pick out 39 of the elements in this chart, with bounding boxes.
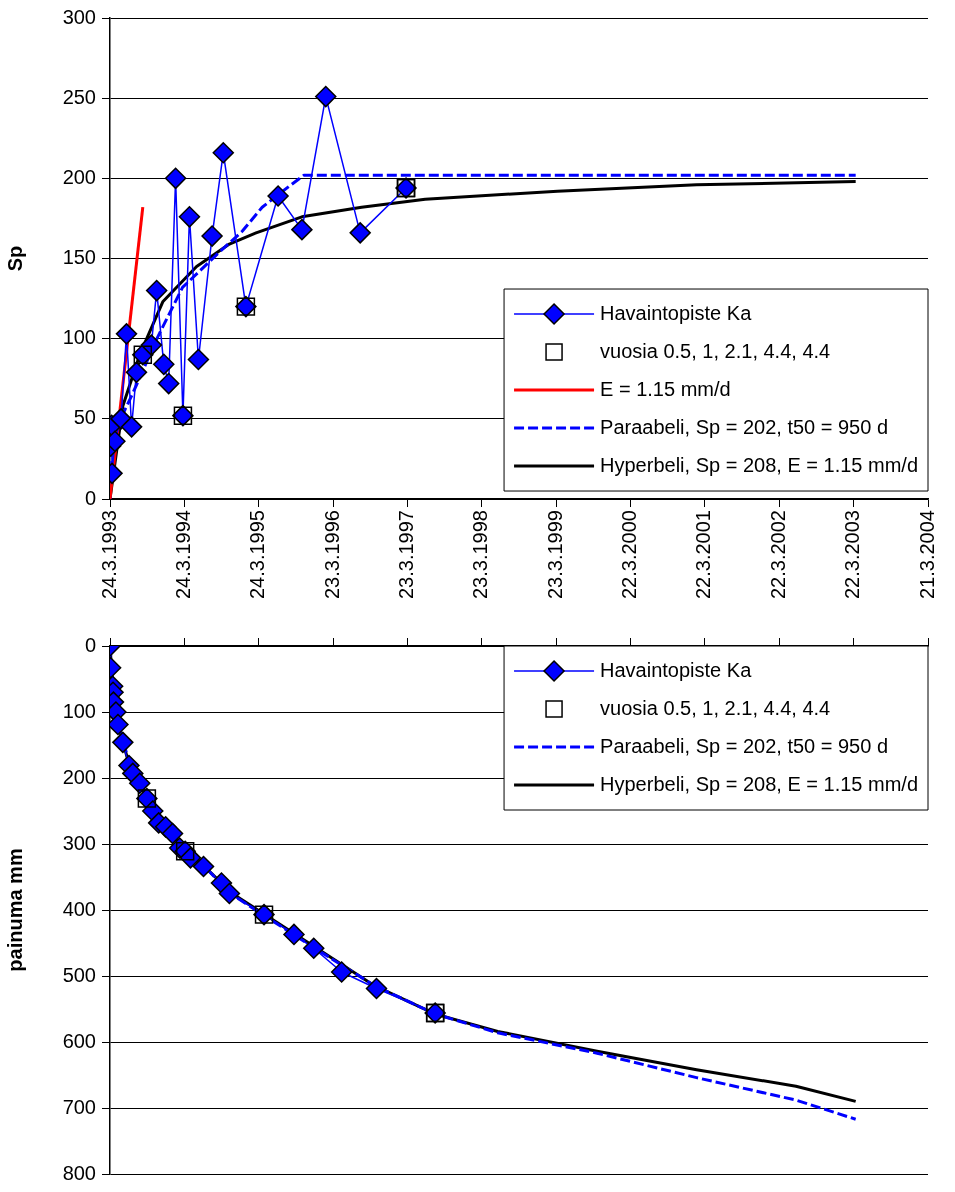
x-tick-label: 24.3.1993 bbox=[97, 510, 120, 600]
x-tick-label: 24.3.1995 bbox=[246, 510, 269, 600]
y-tick-label: 200 bbox=[62, 765, 96, 788]
legend-label: Hyperbeli, Sp = 208, E = 1.15 mm/d bbox=[600, 772, 918, 795]
y-tick-label: 700 bbox=[62, 1095, 96, 1118]
y-tick-label: 0 bbox=[84, 486, 96, 509]
y-tick-label: 0 bbox=[84, 633, 96, 656]
legend-label: vuosia 0.5, 1, 2.1, 4.4, 4.4 bbox=[600, 339, 831, 362]
x-tick-label: 23.3.1996 bbox=[320, 510, 343, 600]
legend-label: vuosia 0.5, 1, 2.1, 4.4, 4.4 bbox=[600, 696, 831, 719]
y-tick-label: 50 bbox=[73, 406, 96, 429]
legend-label: Hyperbeli, Sp = 208, E = 1.15 mm/d bbox=[600, 453, 918, 476]
y-tick-label: 250 bbox=[62, 85, 96, 108]
x-tick-label: 23.3.1998 bbox=[469, 510, 492, 600]
x-tick-label: 24.3.1994 bbox=[171, 510, 194, 600]
y-tick-label: 800 bbox=[62, 1161, 96, 1184]
y-tick-label: 400 bbox=[62, 897, 96, 920]
y-tick-label: 100 bbox=[62, 699, 96, 722]
x-tick-label: 22.3.2000 bbox=[618, 510, 641, 600]
y-tick-label: 150 bbox=[62, 246, 96, 269]
legend-label: Havaintopiste Ka bbox=[600, 301, 753, 324]
y-axis-title: Sp bbox=[3, 245, 26, 272]
legend-label: Paraabeli, Sp = 202, t50 = 950 d bbox=[600, 734, 889, 757]
x-tick-label: 23.3.1997 bbox=[394, 510, 417, 600]
x-tick-label: 23.3.1999 bbox=[543, 510, 566, 600]
legend-label: Paraabeli, Sp = 202, t50 = 950 d bbox=[600, 415, 889, 438]
x-tick-label: 22.3.2003 bbox=[841, 510, 864, 600]
y-tick-label: 200 bbox=[62, 165, 96, 188]
y-tick-label: 600 bbox=[62, 1029, 96, 1052]
y-tick-label: 300 bbox=[62, 5, 96, 28]
legend-label: E = 1.15 mm/d bbox=[600, 377, 731, 400]
y-tick-label: 100 bbox=[62, 326, 96, 349]
legend-label: Havaintopiste Ka bbox=[600, 658, 753, 681]
y-tick-label: 500 bbox=[62, 963, 96, 986]
y-axis-title: painuma mm bbox=[3, 848, 26, 972]
x-tick-label: 22.3.2001 bbox=[692, 510, 715, 600]
y-tick-label: 300 bbox=[62, 831, 96, 854]
x-tick-label: 22.3.2002 bbox=[766, 510, 789, 600]
x-tick-label: 21.3.2004 bbox=[915, 510, 938, 600]
